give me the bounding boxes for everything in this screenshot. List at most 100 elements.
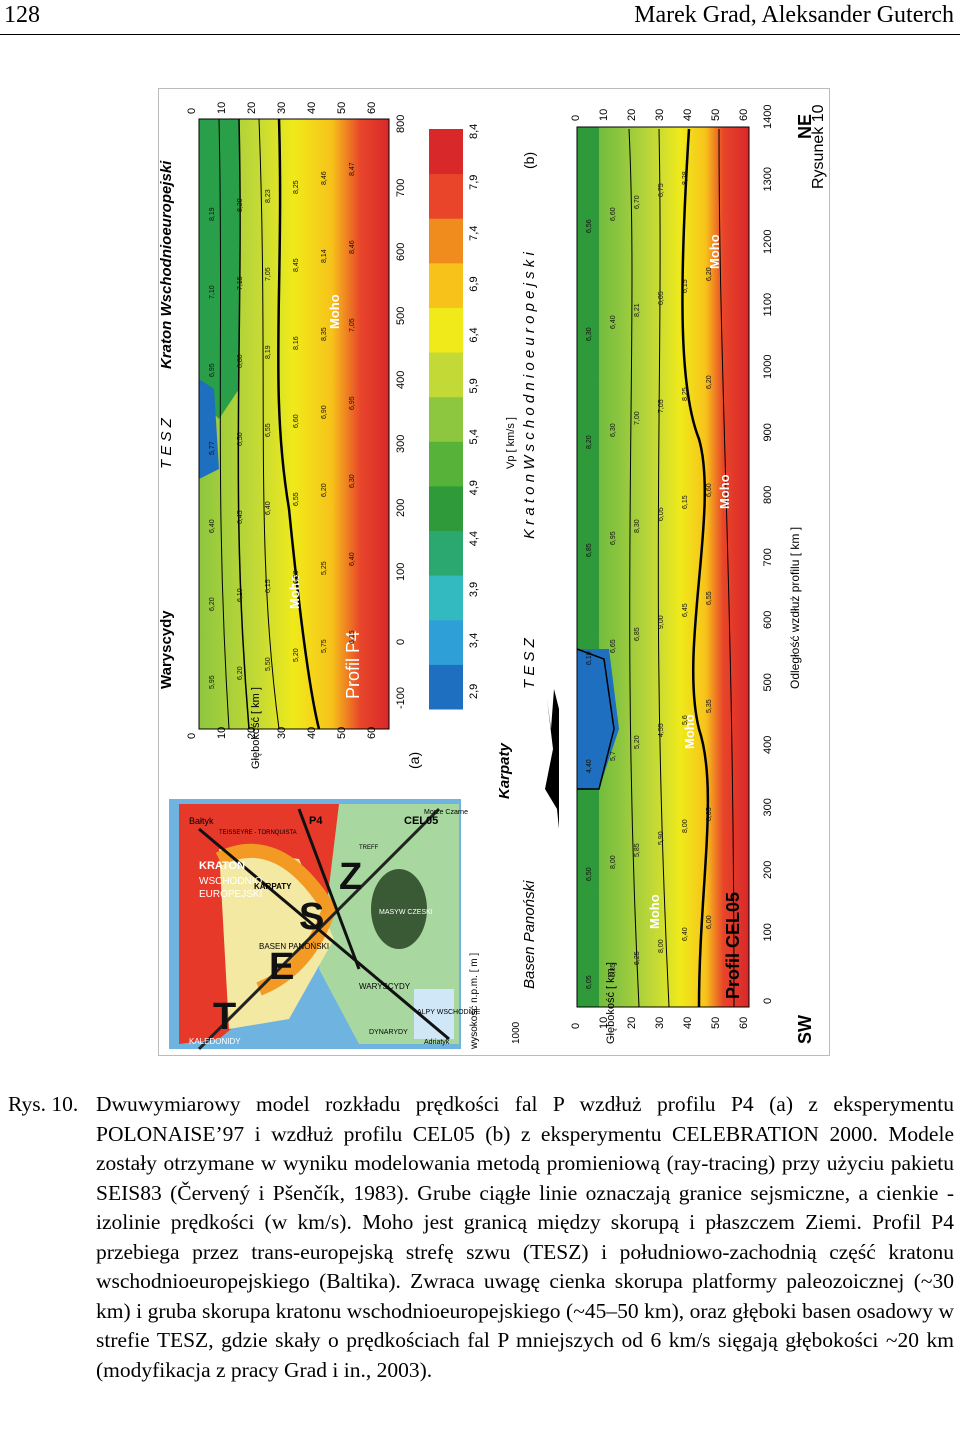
velocity-scale-tick: 5,9 [468, 378, 480, 393]
panel-b-velocity-label: 6,40 [610, 315, 617, 329]
panel-a-velocity-label: 6,40 [209, 519, 216, 533]
page-number: 128 [4, 2, 40, 28]
velocity-scale-tick: 7,4 [468, 226, 480, 241]
panel-a-dist-tick: 200 [395, 499, 407, 517]
panel-a-velocity-label: 5,25 [321, 561, 328, 575]
panel-a-velocity-label: 6,95 [349, 396, 356, 410]
panel-b-depth-tick: 10 [598, 1017, 610, 1029]
panel-b-velocity-label: 6,30 [586, 327, 593, 341]
panel-b-velocity-label: 9,00 [658, 615, 665, 629]
panel-b-distance-label: Odległość wzdłuż profilu [ km ] [788, 527, 802, 689]
panel-b-velocity-label: 5,85 [634, 843, 641, 857]
panel-a-dist-tick: 0 [395, 639, 407, 645]
panel-a-depth-ticks: 0 10 20 30 40 50 60 0 10 20 30 40 50 60 [186, 102, 378, 739]
header-rule [0, 34, 960, 35]
panel-b-dist-tick: 1400 [762, 105, 774, 129]
panel-b-dist-tick: 1100 [762, 293, 774, 317]
panel-b-region-karpaty: Karpaty [496, 742, 513, 799]
panel-b-velocity-label: 6,20 [706, 267, 713, 281]
velocity-scale-tick: 2,9 [468, 684, 480, 699]
panel-b-velocity-labels: 6,05 5,85 6,25 8,00 6,40 6,00 6,50 8,00 5,85 5,90… [586, 171, 713, 989]
panel-b-title: Profil CEL05 [723, 892, 743, 999]
panel-b-ne: NE [795, 114, 815, 139]
panel-a-velocity-label: 8,46 [349, 240, 356, 254]
panel-b-dist-tick: 1000 [762, 355, 774, 379]
panel-a-velocity-label: 6,28 [293, 570, 300, 584]
panel-b-velocity-label: 5,7 [610, 751, 617, 761]
velocity-scale-tick: 7,9 [468, 175, 480, 190]
map-label-adriatyk: Adriatyk [424, 1039, 450, 1046]
panel-b-velocity-label: 4,55 [658, 723, 665, 737]
panel-a-velocity-label: 7,15 [237, 276, 244, 290]
panel-b-velocity-label: 6,25 [634, 951, 641, 965]
panel-a-velocity-label: 6,80 [237, 354, 244, 368]
panel-a-depth-tick: 0 [186, 733, 198, 739]
panel-b-depth-tick-right: 40 [682, 109, 694, 121]
panel-b-moho-4: Moho [707, 234, 722, 269]
caption-label: Rys. 10. [8, 1092, 79, 1116]
panel-b-depth-tick-right: 0 [570, 115, 582, 121]
velocity-scale-label: Vp [ km/s ] [505, 417, 517, 469]
map-label-kraton: KRATON [199, 860, 245, 872]
panel-b-velocity-label: 6,95 [610, 531, 617, 545]
velocity-scale-swatch [429, 129, 463, 175]
panel-a-depth-label: Głębokość [ km ] [250, 687, 262, 769]
velocity-scale-tick: 8,4 [468, 124, 480, 139]
panel-b-region-basen: Basen Panoński [521, 880, 538, 989]
panel-a-dist-tick: 500 [395, 307, 407, 325]
panel-a-velocity-label: 8,20 [237, 198, 244, 212]
map-letter-t: T [213, 996, 236, 1038]
velocity-scale-swatch [429, 396, 463, 442]
panel-b-velocity-label: 8,05 [706, 807, 713, 821]
panel-a-velocity-label: 6,15 [349, 630, 356, 644]
panel-a-velocity-label: 6,30 [349, 474, 356, 488]
panel-b-elevation-label: wysokość n.p.m. [ m ] [469, 953, 480, 1050]
velocity-scale-swatch [429, 485, 463, 532]
panel-b-region-tesz: T E S Z [521, 637, 538, 689]
panel-b-moho-2: Moho [682, 714, 697, 749]
panel-b-velocity-label: 6,00 [706, 915, 713, 929]
panel-a-velocity-label: 6,60 [293, 414, 300, 428]
panel-a-velocity-label: 5,95 [209, 675, 216, 689]
panel-b-moho-1: Moho [647, 894, 662, 929]
panel-a-velocity-label: 8,14 [321, 249, 328, 263]
panel-b-dist-tick: 900 [762, 423, 774, 441]
panel-b-label: (b) [521, 152, 537, 169]
panel-b-depth-tick: 50 [710, 1017, 722, 1029]
panel-b-depth-tick: 30 [654, 1017, 666, 1029]
panel-b-dist-tick: 1300 [762, 167, 774, 191]
panel-a-dist-tick: 600 [395, 243, 407, 261]
velocity-scale-tick: 5,4 [468, 429, 480, 444]
panel-b-dist-tick: 300 [762, 798, 774, 816]
map-cel05-line [198, 827, 450, 1041]
panel-b-velocity-label: 6,45 [682, 603, 689, 617]
panel-a-dist-tick: 300 [395, 435, 407, 453]
panel-b-velocity-label: 6,60 [610, 207, 617, 221]
panel-b-dist-tick: 100 [762, 923, 774, 941]
panel-b-dist-ticks: 0 100 200 300 400 500 600 700 800 900 1000 1100 1200… [762, 105, 774, 1004]
panel-b-velocity-label: 5,85 [610, 963, 617, 977]
panel-a-depth-tick: 10 [216, 727, 228, 739]
panel-a-dist-ticks: -100 0 100 200 300 400 500 600 700 800 [395, 115, 407, 709]
velocity-scale-swatch [429, 575, 463, 621]
panel-b-velocity-label: 6,10 [586, 651, 593, 665]
panel-b-depth-tick-right: 30 [654, 109, 666, 121]
panel-b-velocity-label: 5,20 [634, 735, 641, 749]
panel-b-moho-3: Moho [717, 474, 732, 509]
panel-a-velocity-label: 6,95 [209, 363, 216, 377]
panel-b-velocity-label: 6,20 [706, 375, 713, 389]
panel-b-velocity-label: 6,15 [682, 279, 689, 293]
panel-a-dist-tick: 100 [395, 563, 407, 581]
panel-a-velocity-label: 6,50 [237, 432, 244, 446]
panel-b-velocity-label: 8,00 [682, 819, 689, 833]
panel-a-moho: Moho [287, 574, 302, 609]
map-basen [219, 849, 334, 1029]
figure-10: T E S Z Bałtyk P4 KRATON WSCHODNIO - EUR… [158, 88, 830, 1056]
map-p4-line [297, 808, 361, 970]
panel-a-velocity-label: 6,20 [209, 597, 216, 611]
figure-caption: Rys. 10. Dwuwymiarowy model rozkładu prę… [8, 1090, 954, 1385]
panel-a-depth-tick-right: 10 [216, 102, 228, 114]
map-label-cel05: CEL05 [404, 815, 438, 827]
panel-a-depth-tick-right: 20 [246, 102, 258, 114]
panel-b-velocity-label: 7,00 [634, 411, 641, 425]
